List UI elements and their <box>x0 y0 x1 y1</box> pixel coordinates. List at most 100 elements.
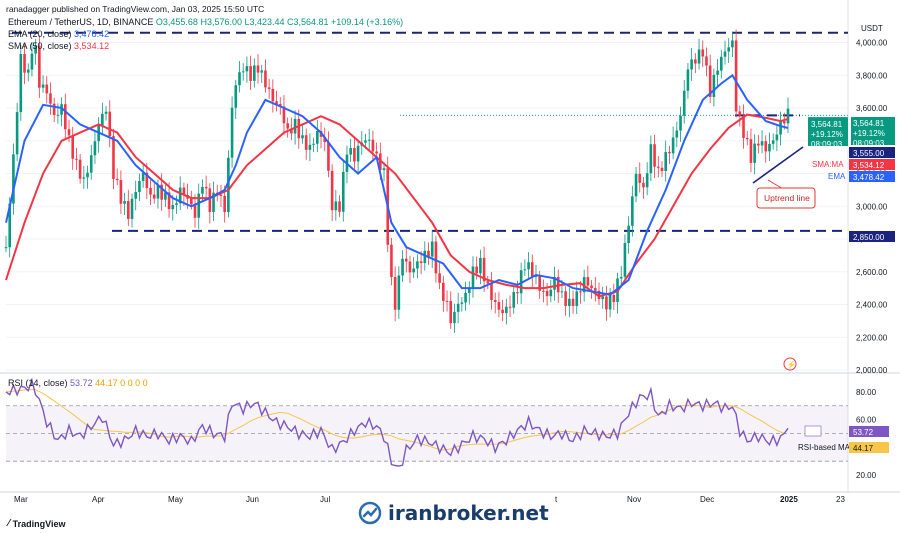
price-tag-change: +19.12% <box>853 129 885 138</box>
tradingview-brand-text: TradingView <box>12 518 66 529</box>
candle-body <box>175 203 178 205</box>
watermark: iranbroker.net <box>358 501 549 525</box>
candle-body <box>642 182 645 188</box>
price-tag-countdown: 08:09:03 <box>853 139 885 148</box>
candle-body <box>586 277 590 286</box>
candle-body <box>731 40 734 48</box>
sma-legend[interactable]: SMA (50, close) 3,534.12 <box>8 41 109 52</box>
candle-body <box>549 289 553 297</box>
candle-body <box>245 66 249 72</box>
candle-body <box>393 277 397 310</box>
candle-body <box>93 141 97 156</box>
candle-body <box>579 291 582 293</box>
candle-body <box>45 84 49 94</box>
sma-tag-name: SMA:MA <box>812 160 844 169</box>
candle-body <box>682 90 686 116</box>
candle-body <box>278 104 282 107</box>
rsi-tick-label: 60.00 <box>856 416 877 425</box>
candle-body <box>401 258 404 276</box>
candle-body <box>516 292 519 294</box>
candle-body <box>15 112 19 155</box>
price-tag: 3,564.81 <box>811 120 843 129</box>
published-line: ranadagger published on TradingView.com,… <box>6 4 265 14</box>
candle-body <box>123 201 126 204</box>
candle-body <box>41 84 45 88</box>
candle-body <box>593 288 597 291</box>
candle-body <box>664 151 667 171</box>
candle-body <box>152 194 156 199</box>
rsi-tag-bg <box>804 425 822 437</box>
candle-body <box>601 296 604 300</box>
candle-body <box>727 47 731 52</box>
candle-body <box>560 291 564 293</box>
candle-body <box>482 257 486 282</box>
ema-tag-value: 3,478.42 <box>853 173 885 182</box>
candle-body <box>627 225 630 243</box>
candle-body <box>434 241 438 274</box>
candle-body <box>89 155 93 173</box>
candle-body <box>775 134 779 141</box>
candle-body <box>619 276 623 279</box>
candle-body <box>404 258 408 262</box>
candle-body <box>471 266 475 289</box>
level-2850-tag-bg <box>849 231 895 242</box>
price-tick-label: 3,800.00 <box>856 71 888 80</box>
candle-body <box>456 303 460 312</box>
candle-body <box>304 135 308 150</box>
candle-body <box>423 250 427 264</box>
candle-body <box>723 51 727 57</box>
price-tag-right <box>851 117 895 145</box>
candle-body <box>412 268 415 273</box>
candle-body <box>67 129 71 136</box>
rsi-legend[interactable]: RSI (14, close) 53.72 44.17 0 0 0 0 <box>8 378 148 389</box>
rsi-ma-line <box>5 388 785 451</box>
candle-body <box>82 177 86 179</box>
time-tick-label: Jun <box>246 495 259 504</box>
candle-body <box>78 159 82 179</box>
annotation-text: Uptrend line <box>764 193 810 203</box>
ema-tag-name: EMA <box>828 172 846 181</box>
candle-body <box>334 201 338 211</box>
rsi-tick-label: 20.00 <box>856 471 877 480</box>
candle-body <box>445 300 449 302</box>
candle-body <box>382 168 386 171</box>
candle-body <box>605 296 608 310</box>
candle-body <box>716 70 719 75</box>
candle-body <box>138 181 141 193</box>
candle-body <box>338 201 341 212</box>
time-tick-label: May <box>168 495 183 504</box>
candle-body <box>508 306 512 308</box>
candle-body <box>460 302 464 304</box>
sma50-line <box>5 113 789 298</box>
candle-body <box>671 137 675 154</box>
candle-body <box>590 285 593 289</box>
candle-body <box>4 247 8 249</box>
rsi-legend-value: 53.72 <box>70 378 93 388</box>
candle-body <box>238 72 241 86</box>
candle-body <box>786 108 790 124</box>
candle-body <box>675 130 679 138</box>
tradingview-brand[interactable]: ⁄ TradingView <box>8 518 66 529</box>
candle-body <box>419 261 423 264</box>
candle-body <box>341 171 345 212</box>
price-tick-label: 2,600.00 <box>856 268 888 277</box>
candle-body <box>264 70 267 88</box>
candle-body <box>449 300 453 324</box>
candle-body <box>30 53 34 70</box>
candle-body <box>490 283 493 301</box>
candle-body <box>653 144 656 167</box>
candle-body <box>327 142 330 171</box>
candle-body <box>519 270 523 294</box>
candle-body <box>364 140 367 143</box>
candle-body <box>512 292 516 308</box>
candle-body <box>301 135 304 139</box>
candle-body <box>112 136 115 179</box>
ema-legend[interactable]: EMA (20, close) 3,478.42 <box>8 29 109 40</box>
price-tick-label: 3,600.00 <box>856 104 888 113</box>
candle-body <box>353 147 356 162</box>
candle-body <box>149 188 152 195</box>
candle-body <box>12 154 15 204</box>
price-tick-label: 3,000.00 <box>856 202 888 211</box>
time-tick-label: Nov <box>627 495 641 504</box>
